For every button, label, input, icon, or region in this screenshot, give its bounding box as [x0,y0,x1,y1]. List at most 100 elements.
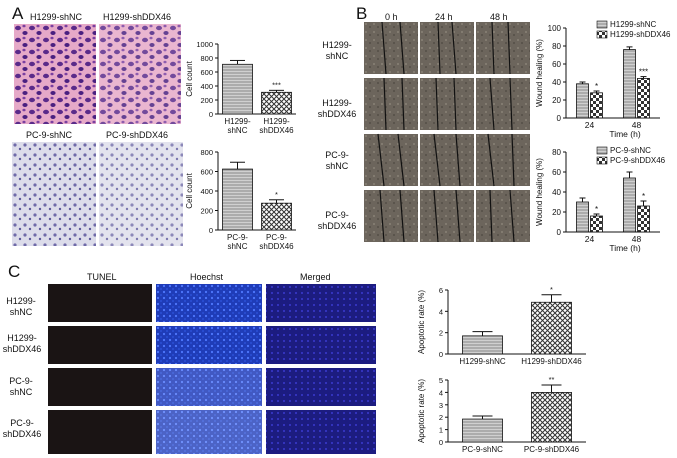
bar [531,301,572,355]
y-tick-label: 80 [552,148,561,157]
b-time-48h: 48 h [490,12,508,22]
bar [623,177,636,233]
legend-label: PC-9-shDDX46 [610,156,666,165]
significance-marker: * [595,82,598,91]
y-tick-label: 600 [200,168,213,177]
legend-swatch [596,146,608,155]
y-tick-label: 60 [552,60,561,69]
chart-b-h1299: 0 20 40 60 80 100 Wound healing (%) * 24 *** 48Tim… [535,20,671,139]
legend-label: H1299-shDDX46 [610,30,671,39]
b-row-label-h1299-shddx46: H1299- shDDX46 [317,98,357,119]
panel-letter-c: C [8,262,21,281]
chart-c-h1299: 0 2 4 6 Apoptotic rate (%) H1299-shNC * H1299-s… [417,285,586,366]
y-tick-label: 1000 [196,40,213,49]
significance-marker: * [642,192,645,201]
significance-marker: * [595,205,598,214]
y-tick-label: 40 [552,188,561,197]
y-tick-label: 20 [552,96,561,105]
bar [637,205,650,233]
y-tick-label: 400 [200,187,213,196]
significance-marker: * [275,190,278,199]
y-tick-label: 200 [200,207,213,216]
category-label: 48 [632,234,642,244]
c-row-label-h1299-shddx46: H1299- shDDX46 [2,333,42,354]
x-axis-label: Time (h) [609,129,640,139]
y-axis-label: Cell count [185,172,194,208]
c-row-label-pc9-shnc: PC-9- shNC [9,376,33,397]
a-micrograph-h1299-shnc [14,24,96,124]
y-tick-label: 1 [439,426,443,435]
bar [462,418,503,443]
chart-a-pc9: 0 200 400 600 800 Cell count PC-9-shNC * PC-9-sh… [185,148,296,251]
y-tick-label: 600 [200,68,213,77]
y-tick-label: 3 [439,401,443,410]
a-label-h1299-shnc: H1299-shNC [30,12,83,22]
category-label: H1299-shNC [459,357,505,366]
c-fluorescence-grid [48,284,376,454]
bar [462,335,503,355]
y-tick-label: 200 [200,96,213,105]
bar [261,202,292,231]
b-scratch-grid [364,22,530,243]
bar [590,215,603,233]
legend-swatch [596,20,608,29]
legend-label: H1299-shNC [610,20,656,29]
bar [222,63,253,115]
c-col-hoechst: Hoechst [190,272,224,282]
c-col-merged: Merged [300,272,331,282]
x-axis-label: Time (h) [609,243,640,253]
category-label: 24 [585,120,595,130]
chart-c-pc9: 0 1 2 3 4 5 Apoptotic rate (%) PC-9-shNC ** PC-9-… [417,375,586,454]
bar [222,168,253,231]
c-row-label-pc9-shddx46: PC-9- shDDX46 [2,418,42,439]
y-tick-label: 2 [439,329,443,338]
y-tick-label: 0 [557,114,562,123]
bar [590,92,603,119]
category-label: PC-9-shDDX46 [259,233,294,251]
bar [261,91,292,115]
y-tick-label: 800 [200,148,213,157]
y-tick-label: 0 [557,228,562,237]
legend-label: PC-9-shNC [610,146,651,155]
b-row-label-pc9-shddx46: PC-9- shDDX46 [317,210,357,231]
y-axis-label: Cell count [185,60,194,96]
category-label: PC-9-shNC [462,445,503,454]
significance-marker: ** [549,375,555,384]
b-row-label-pc9-shnc: PC-9- shNC [325,150,349,171]
category-label: 24 [585,234,595,244]
y-tick-label: 0 [209,226,213,235]
category-label: 48 [632,120,642,130]
b-scratch-images [364,22,530,242]
b-scratch-edges [377,22,515,243]
bar [576,201,589,233]
y-tick-label: 5 [439,376,443,385]
y-tick-label: 0 [439,350,443,359]
a-micrograph-h1299-shddx46 [99,24,181,124]
bar [576,83,589,119]
b-time-24h: 24 h [435,12,453,22]
significance-marker: *** [272,80,281,89]
y-axis-label: Wound healing (%) [535,39,544,107]
panel-letter-b: B [356,4,368,23]
a-micrograph-pc9-shddx46 [99,142,183,246]
y-tick-label: 40 [552,78,561,87]
category-label: H1299-shNC [224,117,251,135]
y-axis-label: Apoptotic rate (%) [417,290,426,354]
y-tick-label: 0 [439,438,443,447]
category-label: PC-9-shNC [227,233,248,251]
significance-marker: *** [639,68,648,77]
bar [623,49,636,119]
panel-letter-a: A [12,4,24,23]
a-label-pc9-shddx46: PC-9-shDDX46 [106,130,169,140]
category-label: H1299-shDDX46 [521,357,582,366]
c-row-label-h1299-shnc: H1299- shNC [6,296,36,317]
y-tick-label: 4 [439,388,443,397]
legend-swatch [596,30,608,39]
y-tick-label: 4 [439,307,443,316]
bar [531,391,572,443]
y-tick-label: 60 [552,168,561,177]
a-label-pc9-shnc: PC-9-shNC [26,130,73,140]
chart-a-h1299: 0 200 400 600 800 1000 Cell count H1299-shNC ***… [185,40,296,135]
y-tick-label: 80 [552,42,561,51]
